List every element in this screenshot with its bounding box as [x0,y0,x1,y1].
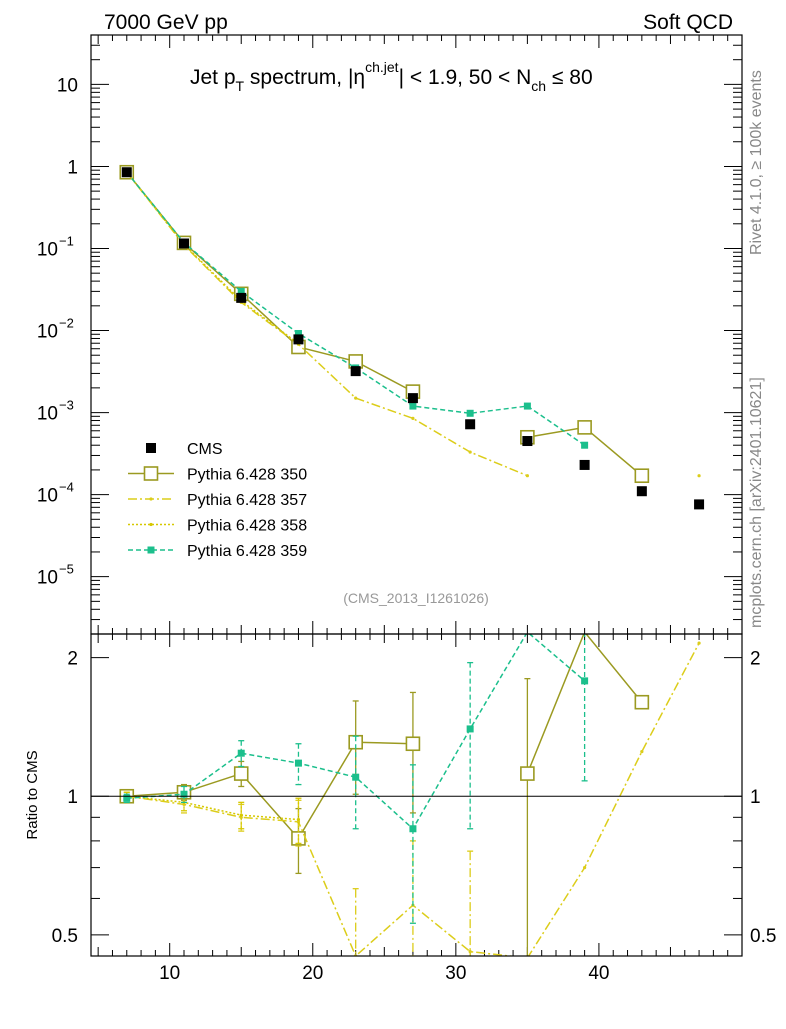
cms-data-point [407,393,418,404]
pythia-6-428-359-point [409,402,417,410]
series-line [126,171,414,393]
ratio-tick-label: 1 [67,787,78,808]
pythia-6-428-359-ratio-point [294,759,302,767]
cms-data-point [121,167,132,178]
cms-data-point [579,459,590,470]
pythia-6-428-359-ratio-point [466,725,474,733]
cms-data-point [293,334,304,345]
ratio-tick-label-right: 2 [750,649,761,670]
pythia-6-428-350-ratio-point [233,766,249,781]
y-tick-label: 10 [57,75,78,96]
pythia-6-428-359-ratio-point [180,790,188,798]
legend-marker-pythia-6-428-359 [147,546,155,554]
y-tick-label: 10 [37,568,58,589]
pythia-6-428-357-ratio-point [640,749,644,754]
ratio-tick-label: 0.5 [52,926,78,947]
y-tick-exponent: −4 [59,480,74,495]
pythia-6-428-358-ratio-point [296,817,301,822]
y-tick-exponent: −2 [59,316,74,331]
pythia-6-428-359-ratio-point [237,749,245,757]
legend-marker-pythia-6-428-358 [149,522,153,527]
pythia-6-428-359-ratio-point [581,677,589,685]
header-right-label: Soft QCD [643,11,733,34]
legend-marker-pythia-6-428-357 [149,497,153,501]
pythia-6-428-350-point [634,468,650,484]
ratio-series-group [119,634,701,956]
pythia-6-428-357-ratio-point [296,820,301,824]
y-tick-label: 10 [37,486,58,507]
pythia-6-428-359-point [581,441,589,449]
pythia-6-428-359-ratio-point [409,825,417,833]
cms-data-point [350,366,361,377]
main-series-group [119,164,705,510]
pythia-6-428-357-ratio-point [468,950,472,954]
series-line [126,741,413,840]
plot-title: Jet pT spectrum, |ηch.jet| < 1.9, 50 < N… [190,59,593,94]
mcplots-reference-label: mcplots.cern.ch [arXiv:2401.10621] [748,377,765,628]
rivet-version-label: Rivet 4.1.0, ≥ 100k events [748,70,765,255]
pythia-6-428-359-point [294,329,302,337]
x-tick-label: 20 [302,963,323,984]
pythia-6-428-359-ratio-point [352,773,360,781]
pythia-6-428-357-point [468,450,472,454]
cms-data-point [179,238,189,249]
cms-data-point [522,436,533,447]
ratio-tick-label-right: 0.5 [750,926,776,947]
y-tick-label: 10 [37,404,58,425]
header-left-label: 7000 GeV pp [104,11,228,34]
pythia-6-428-350-ratio-point [520,766,535,781]
legend-marker-cms [146,443,156,453]
series-line [526,634,643,774]
legend-label-pythia-6-428-359: Pythia 6.428 359 [187,543,307,560]
legend-label-cms: CMS [187,441,223,458]
pythia-6-428-357-ratio-point [697,641,701,645]
cms-data-point [694,499,705,510]
y-tick-exponent: −1 [59,233,74,248]
ratio-tick-label-right: 1 [750,787,761,808]
pythia-6-428-357-point [697,474,701,478]
y-tick-exponent: −3 [59,398,74,413]
pythia-6-428-357-ratio-point [239,815,243,819]
series-line [126,171,299,345]
pythia-6-428-357-point [525,474,529,478]
x-tick-label: 10 [159,963,180,984]
analysis-id-label: (CMS_2013_I1261026) [343,590,489,606]
pythia-6-428-350-ratio-point [405,736,421,752]
pythia-6-428-359-point [523,402,531,410]
cms-data-point [236,292,247,303]
cms-data-point [465,419,476,430]
y-tick-label: 1 [67,157,78,178]
y-tick-label: 10 [37,239,58,260]
ratio-axis-label: Ratio to CMS [24,750,41,839]
series-line [126,795,299,821]
series-line [126,171,586,446]
pythia-6-428-350-ratio-point [634,694,650,710]
x-tick-label: 30 [445,963,466,984]
legend-label-pythia-6-428-357: Pythia 6.428 357 [187,492,307,509]
legend-label-pythia-6-428-358: Pythia 6.428 358 [187,518,307,535]
ratio-tick-label: 2 [67,649,78,670]
pythia-6-428-357-point [354,396,358,400]
pythia-6-428-350-point [577,420,592,435]
series-line [126,171,528,477]
pythia-6-428-358-ratio-point [239,813,243,817]
y-tick-exponent: −5 [59,562,74,577]
cms-data-point [636,486,647,497]
pythia-6-428-357-point [411,416,415,420]
pythia-6-428-359-point [237,287,245,295]
pythia-6-428-359-point [466,409,474,417]
x-tick-label: 40 [588,963,609,984]
pythia-6-428-359-ratio-point [123,794,131,802]
pythia-6-428-357-ratio-point [583,866,587,870]
y-tick-label: 10 [37,322,58,343]
ratio-plot-frame [90,633,743,957]
legend-marker-pythia-6-428-350 [143,466,159,481]
legend-label-pythia-6-428-350: Pythia 6.428 350 [187,467,307,484]
